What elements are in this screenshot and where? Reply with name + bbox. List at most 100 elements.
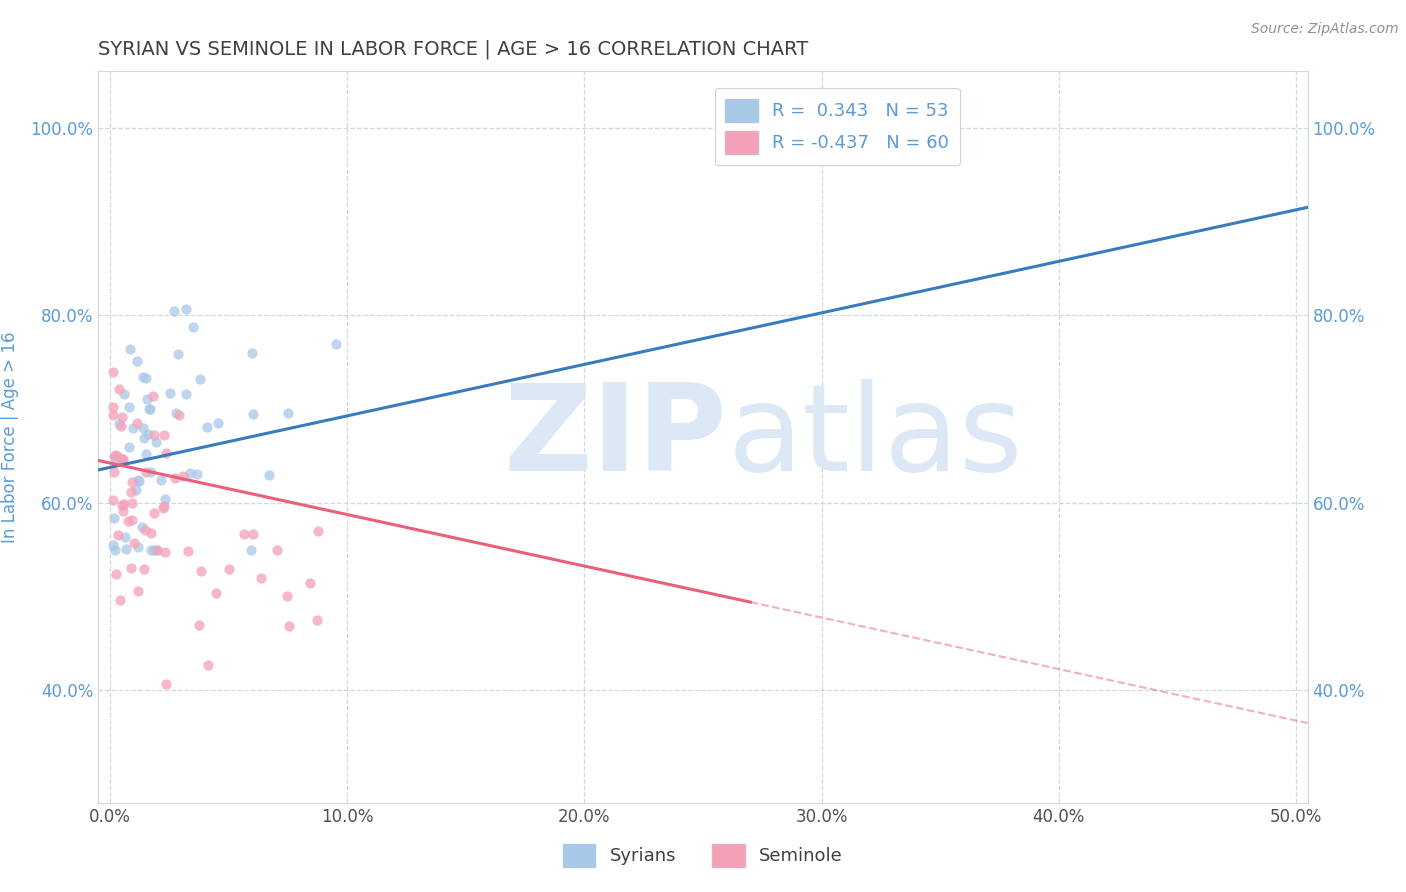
Point	[205, 585, 228, 599]
Point	[195, 420, 218, 434]
Point	[135, 392, 157, 406]
Point	[218, 562, 240, 576]
Point	[114, 542, 136, 557]
Point	[101, 408, 124, 422]
Point	[110, 593, 132, 607]
Text: atlas: atlas	[727, 378, 1022, 496]
Point	[141, 465, 163, 479]
Point	[127, 584, 149, 599]
Point	[232, 527, 254, 541]
Point	[128, 475, 150, 489]
Point	[122, 536, 145, 550]
Point	[111, 409, 134, 424]
Point	[127, 416, 149, 430]
Point	[101, 401, 124, 415]
Point	[120, 342, 142, 356]
Point	[242, 527, 264, 541]
Y-axis label: In Labor Force | Age > 16: In Labor Force | Age > 16	[1, 331, 20, 543]
Point	[121, 421, 143, 435]
Point	[103, 511, 125, 525]
Point	[153, 491, 176, 506]
Point	[136, 426, 159, 441]
Point	[120, 561, 142, 575]
Point	[239, 542, 262, 557]
Point	[250, 570, 273, 584]
Point	[266, 543, 288, 558]
Point	[135, 465, 157, 479]
Point	[187, 617, 209, 632]
Point	[132, 562, 155, 576]
Point	[139, 402, 162, 417]
Point	[242, 407, 264, 421]
Text: Source: ZipAtlas.com: Source: ZipAtlas.com	[1251, 22, 1399, 37]
Point	[167, 408, 190, 422]
Point	[138, 401, 160, 416]
Point	[155, 446, 177, 460]
Point	[127, 474, 149, 488]
Point	[207, 416, 229, 430]
Point	[307, 524, 329, 538]
Point	[257, 467, 280, 482]
Point	[134, 523, 156, 537]
Point	[141, 542, 163, 557]
Point	[190, 564, 212, 578]
Point	[112, 387, 135, 401]
Point	[110, 419, 132, 434]
Point	[112, 498, 135, 512]
Point	[142, 389, 165, 403]
Point	[120, 485, 142, 500]
Point	[143, 506, 166, 520]
Point	[145, 434, 167, 449]
Legend: Syrians, Seminole: Syrians, Seminole	[555, 837, 851, 874]
Point	[159, 386, 181, 401]
Point	[117, 515, 139, 529]
Point	[135, 448, 157, 462]
Point	[103, 449, 125, 463]
Point	[143, 542, 166, 557]
Point	[186, 467, 208, 482]
Point	[172, 468, 194, 483]
Point	[325, 336, 347, 351]
Point	[277, 406, 299, 420]
Point	[101, 493, 124, 508]
Point	[112, 451, 135, 466]
Point	[127, 354, 149, 368]
Point	[176, 301, 198, 316]
Point	[127, 541, 149, 555]
Point	[108, 382, 131, 396]
Point	[165, 406, 187, 420]
Point	[101, 365, 124, 379]
Point	[197, 658, 219, 673]
Point	[149, 473, 172, 487]
Point	[111, 453, 134, 467]
Point	[153, 499, 176, 513]
Point	[166, 347, 188, 361]
Point	[118, 440, 141, 454]
Point	[134, 431, 156, 445]
Point	[139, 525, 162, 540]
Point	[104, 542, 127, 557]
Point	[105, 448, 128, 462]
Point	[152, 501, 174, 516]
Point	[131, 520, 153, 534]
Point	[101, 538, 124, 552]
Point	[111, 498, 134, 512]
Point	[163, 303, 186, 318]
Point	[121, 496, 143, 510]
Point	[181, 319, 204, 334]
Point	[276, 589, 298, 603]
Point	[179, 467, 201, 481]
Point	[188, 372, 211, 386]
Point	[112, 504, 135, 518]
Point	[277, 619, 299, 633]
Point	[121, 475, 143, 489]
Point	[177, 544, 200, 558]
Point	[114, 530, 136, 544]
Point	[104, 451, 127, 466]
Point	[121, 513, 143, 527]
Point	[155, 677, 177, 691]
Legend: R =  0.343   N = 53, R = -0.437   N = 60: R = 0.343 N = 53, R = -0.437 N = 60	[714, 87, 960, 165]
Text: ZIP: ZIP	[503, 378, 727, 496]
Point	[111, 452, 134, 467]
Text: SYRIAN VS SEMINOLE IN LABOR FORCE | AGE > 16 CORRELATION CHART: SYRIAN VS SEMINOLE IN LABOR FORCE | AGE …	[98, 39, 808, 59]
